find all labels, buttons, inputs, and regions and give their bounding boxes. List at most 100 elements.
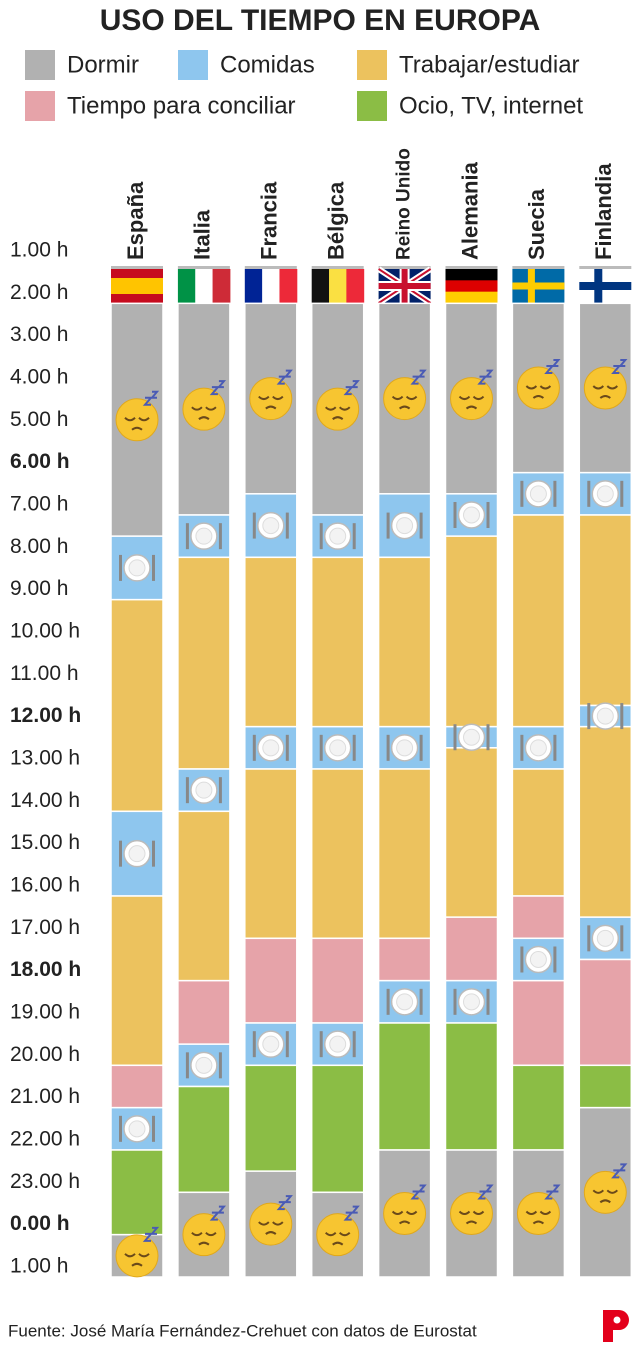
y-tick-label: 8.00 h xyxy=(10,535,68,558)
y-tick-label: 3.00 h xyxy=(10,323,68,346)
knife xyxy=(319,523,323,550)
face xyxy=(516,366,560,410)
knife xyxy=(587,703,591,730)
fork xyxy=(152,1115,155,1142)
zzz xyxy=(209,1205,227,1221)
plate-icon xyxy=(520,480,557,508)
plate-inner xyxy=(396,517,414,535)
plate-icon xyxy=(252,734,289,762)
flag-cross xyxy=(512,269,565,303)
knife xyxy=(453,724,457,751)
knife xyxy=(453,502,457,528)
flag xyxy=(311,269,365,303)
sleep-icon xyxy=(182,1205,227,1257)
face xyxy=(115,398,159,442)
eye xyxy=(124,1253,150,1258)
eye xyxy=(124,417,150,422)
zzz xyxy=(410,1184,427,1200)
flag-band xyxy=(445,291,498,304)
y-tick-label: 18.00 h xyxy=(10,958,81,981)
sleep-icon xyxy=(516,359,561,410)
plate-icon xyxy=(119,1115,155,1143)
face xyxy=(249,1202,293,1246)
y-tick-label: 14.00 h xyxy=(10,789,80,812)
face xyxy=(583,1170,627,1214)
plate-icon xyxy=(185,776,222,804)
plate-icon xyxy=(453,988,490,1016)
fork xyxy=(553,734,557,761)
country-label: Finlandia xyxy=(591,163,616,260)
plate-icon xyxy=(386,511,423,540)
fork xyxy=(419,734,423,761)
eye xyxy=(191,406,217,411)
mouth xyxy=(198,1241,210,1246)
zzz xyxy=(276,1195,293,1211)
flag xyxy=(376,266,433,306)
mouth xyxy=(465,405,478,410)
knife xyxy=(587,480,591,507)
flag-band xyxy=(445,269,498,281)
fork xyxy=(553,946,557,973)
flag-band xyxy=(212,269,231,303)
sleep-icon xyxy=(383,1184,427,1235)
fork xyxy=(218,523,222,550)
plate-icon xyxy=(252,511,289,540)
knife xyxy=(252,512,256,539)
plate-inner xyxy=(529,739,547,757)
segment xyxy=(444,747,499,918)
country-label: Alemania xyxy=(457,161,482,260)
zzz xyxy=(544,1184,561,1200)
y-tick-label: 1.00 h xyxy=(10,239,68,262)
knife xyxy=(185,777,189,804)
segment xyxy=(244,937,298,1024)
sleep-icon xyxy=(115,390,160,442)
segment xyxy=(244,556,298,728)
legend-label: Comidas xyxy=(220,51,315,78)
y-tick-label: 2.00 h xyxy=(10,281,68,304)
sleep-icon xyxy=(516,1184,561,1235)
flag-top-line xyxy=(579,266,632,269)
face xyxy=(383,377,427,421)
y-tick-label: 12.00 h xyxy=(10,704,81,727)
plate-inner xyxy=(463,993,480,1011)
y-tick-label: 22.00 h xyxy=(10,1128,80,1151)
legend-swatch xyxy=(25,50,55,80)
plate-inner xyxy=(596,929,614,947)
flag xyxy=(445,269,498,304)
face xyxy=(583,366,627,410)
flag xyxy=(177,269,231,303)
flag xyxy=(512,269,565,303)
fork xyxy=(152,554,155,581)
knife xyxy=(119,1115,122,1142)
sleep-icon xyxy=(182,380,227,431)
zzz xyxy=(343,1205,360,1221)
zzz xyxy=(544,359,561,374)
mouth xyxy=(265,1231,277,1235)
segment xyxy=(578,958,633,1067)
flag-cross xyxy=(579,269,632,303)
mouth xyxy=(532,1220,545,1225)
plate-icon xyxy=(587,924,624,953)
sleep-icon xyxy=(316,380,360,431)
fork xyxy=(285,512,289,539)
segment xyxy=(177,556,231,770)
y-tick-label: 21.00 h xyxy=(10,1085,80,1108)
segment xyxy=(310,1064,365,1194)
eye xyxy=(592,385,619,390)
knife xyxy=(386,734,390,761)
face xyxy=(115,1234,159,1278)
sleep-icon xyxy=(583,359,628,410)
plate-inner xyxy=(396,739,414,757)
plate-icon xyxy=(520,945,557,974)
legend-label: Ocio, TV, internet xyxy=(399,92,583,119)
segment xyxy=(444,535,499,728)
plate-icon xyxy=(587,480,624,508)
flag-band xyxy=(329,269,347,303)
segment xyxy=(377,1022,432,1151)
fork xyxy=(285,734,289,761)
plate-icon xyxy=(587,702,624,730)
segment xyxy=(511,1064,566,1151)
legend-label: Trabajar/estudiar xyxy=(399,51,580,78)
fork xyxy=(419,512,423,539)
